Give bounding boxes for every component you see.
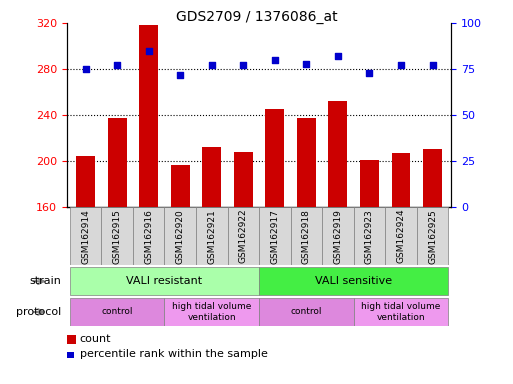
Text: GSM162921: GSM162921 — [207, 209, 216, 263]
Point — [208, 62, 216, 68]
Bar — [297, 118, 316, 207]
Bar — [328, 101, 347, 207]
Bar — [165, 207, 196, 265]
Text: GSM162917: GSM162917 — [270, 209, 280, 263]
Bar — [102, 207, 133, 265]
Text: count: count — [80, 334, 111, 344]
Bar — [196, 207, 228, 265]
Bar — [133, 207, 165, 265]
Bar — [423, 149, 442, 207]
Text: GDS2709 / 1376086_at: GDS2709 / 1376086_at — [175, 10, 338, 23]
Bar — [228, 207, 259, 265]
Bar — [139, 25, 158, 207]
Text: percentile rank within the sample: percentile rank within the sample — [80, 349, 267, 359]
Bar — [108, 118, 127, 207]
Bar — [353, 207, 385, 265]
Bar — [259, 268, 448, 295]
Text: high tidal volume
ventilation: high tidal volume ventilation — [361, 302, 441, 322]
Text: GSM162922: GSM162922 — [239, 209, 248, 263]
Bar — [360, 160, 379, 207]
Text: protocol: protocol — [16, 307, 62, 317]
Bar — [70, 268, 259, 295]
Bar — [202, 147, 221, 207]
Text: GSM162916: GSM162916 — [144, 209, 153, 263]
Bar — [76, 156, 95, 207]
Point — [271, 57, 279, 63]
Point — [365, 70, 373, 76]
Bar — [391, 153, 410, 207]
Bar — [385, 207, 417, 265]
Bar — [265, 109, 284, 207]
Text: GSM162925: GSM162925 — [428, 209, 437, 263]
Bar — [70, 207, 102, 265]
Text: GSM162923: GSM162923 — [365, 209, 374, 263]
Bar — [259, 207, 290, 265]
Point — [239, 62, 247, 68]
Bar — [165, 298, 259, 326]
Bar — [259, 298, 353, 326]
Text: GSM162914: GSM162914 — [81, 209, 90, 263]
Text: VALI resistant: VALI resistant — [126, 276, 203, 286]
Text: control: control — [291, 308, 322, 316]
Point — [145, 48, 153, 54]
Text: control: control — [102, 308, 133, 316]
Text: GSM162924: GSM162924 — [397, 209, 405, 263]
Bar — [417, 207, 448, 265]
Text: VALI sensitive: VALI sensitive — [315, 276, 392, 286]
Text: GSM162915: GSM162915 — [113, 209, 122, 263]
Bar — [234, 152, 253, 207]
Bar — [290, 207, 322, 265]
Bar — [70, 298, 165, 326]
Point — [176, 71, 184, 78]
Text: strain: strain — [30, 276, 62, 286]
Point — [302, 61, 310, 67]
Bar — [353, 298, 448, 326]
Text: GSM162918: GSM162918 — [302, 209, 311, 263]
Bar — [171, 165, 190, 207]
Point — [113, 62, 121, 68]
Point — [82, 66, 90, 72]
Text: GSM162920: GSM162920 — [176, 209, 185, 263]
Point — [428, 62, 437, 68]
Bar — [322, 207, 353, 265]
Text: high tidal volume
ventilation: high tidal volume ventilation — [172, 302, 251, 322]
Text: GSM162919: GSM162919 — [333, 209, 342, 263]
Point — [334, 53, 342, 59]
Point — [397, 62, 405, 68]
